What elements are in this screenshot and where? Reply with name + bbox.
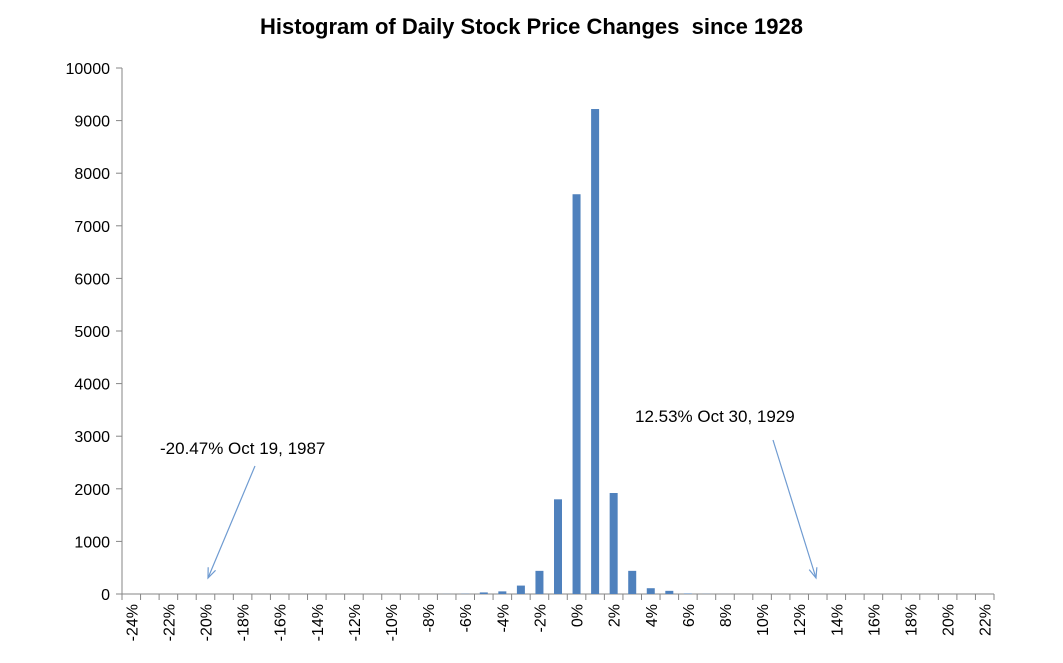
x-tick-label: 10%: [755, 604, 772, 636]
y-tick-label: 10000: [66, 61, 111, 78]
x-tick-label: -8%: [421, 604, 438, 632]
y-tick-label: 4000: [74, 377, 110, 394]
histogram-bar: [591, 109, 600, 594]
x-tick-label: -16%: [273, 604, 290, 641]
histogram-bar: [572, 194, 581, 595]
histogram-bar: [628, 570, 637, 594]
x-tick-label: -6%: [458, 604, 475, 632]
histogram-bar: [498, 591, 507, 594]
x-tick-label: 12%: [792, 604, 809, 636]
x-tick-label: -24%: [124, 604, 141, 641]
annotation-label: -20.47% Oct 19, 1987: [160, 439, 325, 458]
x-tick-label: -22%: [161, 604, 178, 641]
y-tick-label: 7000: [74, 219, 110, 236]
histogram-bar: [554, 499, 562, 594]
x-tick-label: 20%: [941, 604, 958, 636]
y-tick-label: 8000: [74, 166, 110, 183]
annotation-label: 12.53% Oct 30, 1929: [635, 407, 795, 426]
x-tick-label: -2%: [532, 604, 549, 632]
histogram-bar: [535, 570, 544, 594]
histogram-bar: [516, 585, 525, 594]
y-tick-label: 5000: [74, 324, 110, 341]
annotation-arrowhead: [808, 567, 818, 580]
y-axis: 0 1000 2000 3000 4000 5000 6000 7000 8000 9000 100…: [66, 61, 123, 604]
annotation-arrowhead: [207, 567, 216, 580]
x-tick-label: 8%: [718, 604, 735, 627]
bar-series: [201, 109, 822, 595]
x-tick-label: -14%: [310, 604, 327, 641]
chart-title: Histogram of Daily Stock Price Changes s…: [260, 14, 803, 39]
x-axis: -24% -22% -20% -18% -16% -14% -12% -10% -8% -6% -4…: [121, 593, 995, 641]
x-tick-label: -20%: [198, 604, 215, 641]
y-tick-label: 2000: [74, 482, 110, 499]
y-tick-label: 3000: [74, 429, 110, 446]
x-tick-label: -10%: [384, 604, 401, 641]
x-tick-label: 22%: [978, 604, 995, 636]
y-tick-label: 6000: [74, 271, 110, 288]
x-tick-label: 14%: [829, 604, 846, 636]
histogram-bar: [646, 588, 655, 594]
x-tick-label: -4%: [495, 604, 512, 632]
x-tick-label: 16%: [866, 604, 883, 636]
x-tick-label: -18%: [236, 604, 253, 641]
annotation-arrow: [772, 439, 817, 579]
x-tick-label: 4%: [644, 604, 661, 627]
y-tick-label: 1000: [74, 534, 110, 551]
annotation-arrow: [207, 465, 256, 579]
x-tick-label: 2%: [607, 604, 624, 627]
histogram-bar: [479, 592, 488, 594]
y-tick-label: 0: [101, 587, 110, 604]
y-tick-label: 9000: [74, 114, 110, 131]
x-tick-label: 6%: [681, 604, 698, 627]
x-tick-label: 18%: [904, 604, 921, 636]
histogram-bar: [683, 593, 692, 594]
x-tick-label: -12%: [347, 604, 364, 641]
annotations: -20.47% Oct 19, 1987 12.53% Oct 30, 1929: [160, 407, 818, 580]
histogram-bar: [609, 493, 618, 594]
x-tick-label: 0%: [570, 604, 587, 627]
histogram-bar: [665, 590, 674, 594]
